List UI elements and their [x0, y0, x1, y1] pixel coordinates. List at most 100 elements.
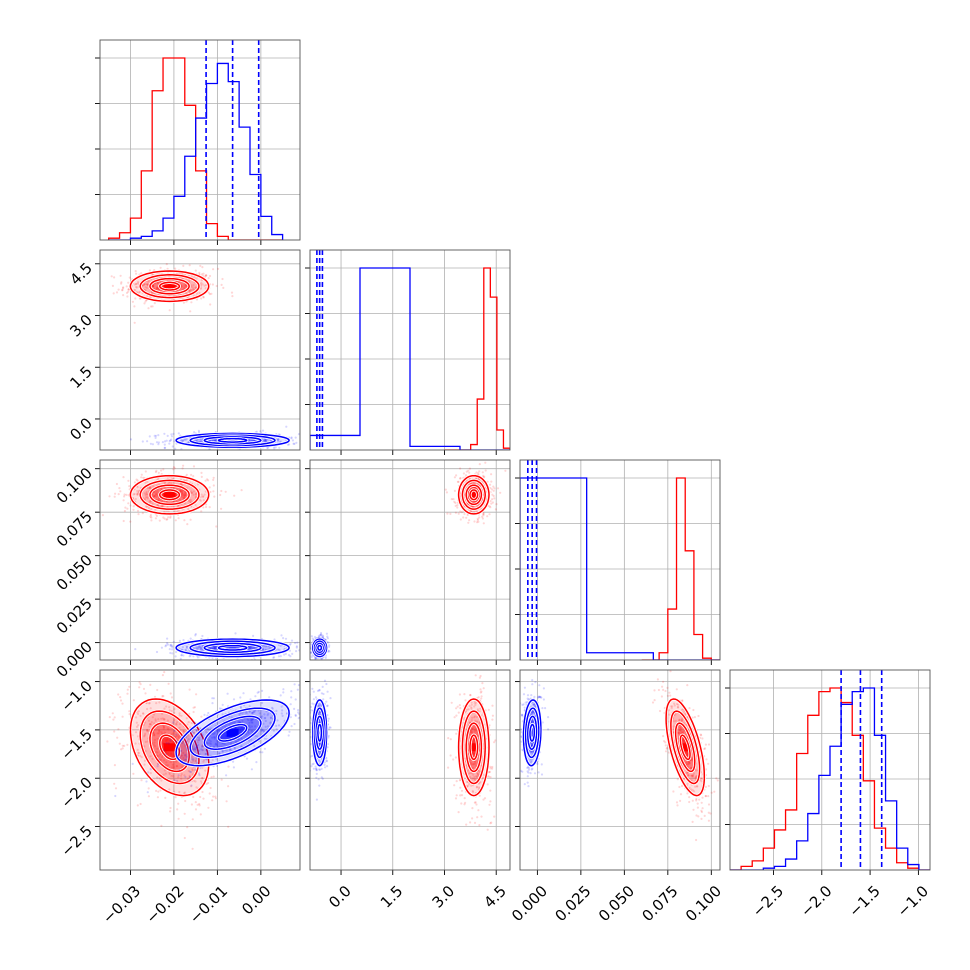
- scatter-point: [212, 484, 215, 487]
- scatter-point: [134, 648, 137, 651]
- scatter-point: [472, 773, 475, 776]
- histogram-panel-1: [310, 250, 510, 450]
- scatter-point: [135, 272, 138, 275]
- scatter-point: [172, 432, 175, 435]
- scatter-point: [199, 287, 202, 290]
- scatter-point: [492, 494, 495, 498]
- scatter-point: [261, 647, 265, 651]
- scatter-point: [260, 728, 264, 731]
- scatter-point: [222, 742, 225, 745]
- scatter-point: [208, 448, 211, 450]
- scatter-point: [255, 430, 258, 433]
- y-tick-label: 1.5: [66, 363, 96, 393]
- x-tick-label: −0.02: [142, 882, 187, 927]
- scatter-point: [182, 639, 185, 642]
- scatter-point: [475, 785, 479, 789]
- scatter-point: [146, 280, 149, 283]
- scatter-point: [134, 270, 137, 273]
- scatter-point: [154, 434, 158, 437]
- scatter-point: [180, 754, 183, 757]
- scatter-point: [473, 729, 476, 732]
- scatter-point: [181, 493, 184, 496]
- scatter-point: [212, 697, 215, 700]
- scatter-point: [172, 766, 175, 769]
- scatter-point: [208, 274, 212, 278]
- scatter-point: [204, 479, 207, 482]
- scatter-point: [475, 803, 478, 806]
- scatter-point: [225, 749, 228, 752]
- scatter-point: [145, 493, 148, 496]
- scatter-point: [225, 800, 228, 803]
- scatter-point: [200, 281, 203, 285]
- scatter-point: [133, 481, 136, 484]
- scatter-point: [237, 720, 240, 723]
- scatter-point: [259, 751, 262, 754]
- scatter-point: [252, 711, 255, 714]
- scatter-point: [204, 753, 207, 756]
- scatter-point: [310, 655, 313, 659]
- scatter-point: [158, 730, 161, 733]
- scatter-point: [136, 282, 140, 285]
- y-tick-label: 0.000: [53, 638, 96, 681]
- scatter-point: [463, 693, 466, 696]
- scatter-point: [182, 439, 185, 442]
- scatter-point: [465, 470, 468, 473]
- scatter-point: [208, 506, 211, 509]
- scatter-point: [294, 698, 297, 701]
- scatter-point: [171, 774, 174, 777]
- x-tick-label: −0.01: [186, 882, 231, 927]
- scatter-point: [174, 655, 177, 658]
- scatter-point: [144, 496, 147, 499]
- scatter-point: [169, 645, 172, 648]
- scatter-point: [156, 751, 159, 754]
- scatter-point: [178, 726, 181, 730]
- scatter-point: [200, 273, 204, 276]
- scatter-point: [152, 494, 155, 498]
- scatter-point: [153, 734, 156, 737]
- scatter-point: [183, 284, 186, 287]
- scatter-point: [129, 504, 132, 507]
- scatter-point: [184, 743, 187, 746]
- scatter-point: [198, 804, 201, 807]
- scatter-point: [133, 283, 136, 286]
- scatter-point: [454, 501, 457, 504]
- scatter-point: [217, 267, 220, 270]
- scatter-point: [121, 747, 124, 750]
- scatter-point: [476, 772, 480, 776]
- scatter-point: [275, 724, 278, 728]
- scatter-point: [193, 431, 196, 434]
- scatter-point: [473, 716, 476, 719]
- scatter-point: [181, 439, 184, 442]
- scatter-point: [185, 740, 188, 743]
- scatter-point: [145, 492, 148, 495]
- scatter-point: [144, 740, 147, 744]
- scatter-point: [481, 777, 484, 780]
- scatter-point: [147, 307, 150, 310]
- scatter-point: [167, 510, 170, 513]
- scatter-point: [447, 737, 450, 740]
- scatter-point: [306, 440, 308, 442]
- scatter-point: [447, 766, 450, 769]
- scatter-point: [140, 779, 143, 782]
- scatter-point: [472, 791, 475, 794]
- scatter-point: [207, 711, 210, 715]
- scatter-point: [153, 745, 157, 748]
- y-tick-label: −2.5: [58, 822, 96, 860]
- scatter-point: [183, 774, 186, 777]
- scatter-point: [294, 713, 297, 717]
- scatter-point: [215, 284, 218, 288]
- scatter-point: [191, 731, 194, 734]
- scatter-point: [184, 775, 187, 779]
- scatter-point: [253, 744, 256, 748]
- scatter-point: [147, 719, 151, 722]
- scatter-point: [265, 737, 268, 740]
- scatter-point: [169, 806, 172, 810]
- scatter-point: [194, 492, 197, 495]
- scatter-panel-1-0: [110, 263, 308, 450]
- scatter-point: [172, 640, 175, 644]
- scatter-point: [169, 739, 172, 742]
- scatter-point: [200, 510, 203, 513]
- scatter-point: [304, 439, 306, 441]
- scatter-point: [459, 786, 462, 789]
- scatter-point: [137, 710, 140, 713]
